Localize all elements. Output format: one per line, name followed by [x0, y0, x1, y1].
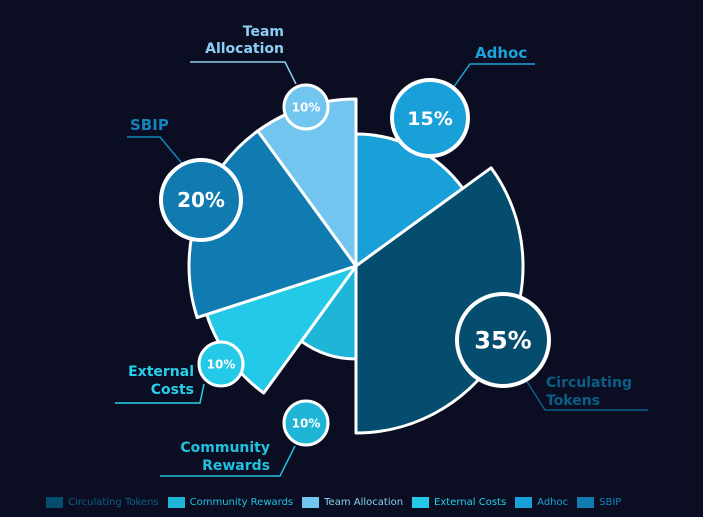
- value-label-external-costs: 10%: [207, 357, 236, 371]
- percentage-bubbles: 15% 35% 10% 10% 20% 10%: [159, 78, 551, 447]
- callout-label-adhoc: Adhoc: [475, 44, 527, 62]
- bubble-adhoc: [390, 78, 470, 158]
- legend-swatch-community-rewards: [167, 496, 185, 508]
- legend-item-external-costs: External Costs: [412, 496, 507, 508]
- callout-label-circulating-tokens-line-1: Circulating: [546, 375, 632, 391]
- callout-label-sbip: SBIP: [130, 116, 169, 134]
- callout-line-circulating-tokens: [525, 379, 648, 411]
- callout-label-external-costs-line-1: External: [128, 364, 194, 380]
- callout-label-circulating-tokens-line-2: Tokens: [546, 393, 600, 409]
- callout-line-community-rewards: [160, 445, 296, 477]
- legend-swatch-circulating-tokens: [46, 496, 63, 508]
- legend-label-community-rewards: Community Rewards: [189, 496, 294, 508]
- legend-swatch-adhoc: [515, 496, 533, 508]
- callout-line-adhoc: [452, 63, 535, 89]
- legend-label-circulating-tokens: Circulating Tokens: [68, 496, 159, 508]
- legend-label-adhoc: Adhoc: [537, 496, 569, 508]
- legend-label-team-allocation: Team Allocation: [324, 496, 404, 508]
- value-label-sbip: 20%: [177, 188, 225, 212]
- value-label-adhoc: 15%: [407, 108, 452, 130]
- callout-label-team-allocation-line-2: Allocation: [205, 41, 284, 57]
- bubble-external-costs: [197, 340, 245, 388]
- legend-label-sbip: SBIP: [599, 496, 622, 508]
- legend-label-external-costs: External Costs: [434, 496, 507, 508]
- legend-item-community-rewards: Community Rewards: [167, 496, 294, 508]
- bubble-team-allocation: [282, 83, 330, 131]
- value-label-team-allocation: 10%: [292, 100, 321, 114]
- callout-label-community-rewards-line-2: Rewards: [202, 458, 270, 474]
- callout-line-sbip: [127, 136, 186, 168]
- legend-item-sbip: SBIP: [577, 496, 622, 508]
- legend: Circulating Tokens Community Rewards Team …: [46, 494, 630, 510]
- callout-line-external-costs: [115, 383, 205, 404]
- bubble-sbip: [159, 158, 243, 242]
- value-label-circulating-tokens: 35%: [474, 327, 531, 355]
- bubble-community-rewards: [282, 399, 330, 447]
- legend-swatch-sbip: [577, 496, 595, 508]
- callout-label-external-costs-line-2: Costs: [151, 382, 194, 398]
- callout-label-team-allocation-line-1: Team: [243, 24, 284, 40]
- legend-item-circulating-tokens: Circulating Tokens: [46, 496, 159, 508]
- bubble-circulating-tokens: [455, 292, 551, 388]
- pie-slices: [187, 97, 525, 435]
- legend-item-team-allocation: Team Allocation: [302, 496, 404, 508]
- legend-swatch-team-allocation: [302, 496, 320, 508]
- value-label-community-rewards: 10%: [292, 416, 321, 430]
- callout-label-community-rewards-line-1: Community: [180, 440, 270, 456]
- legend-item-adhoc: Adhoc: [515, 496, 569, 508]
- legend-swatch-external-costs: [412, 496, 430, 508]
- callout-line-team-allocation: [190, 61, 297, 85]
- callouts: Adhoc Circulating Tokens Community Rewards Ex…: [115, 24, 648, 477]
